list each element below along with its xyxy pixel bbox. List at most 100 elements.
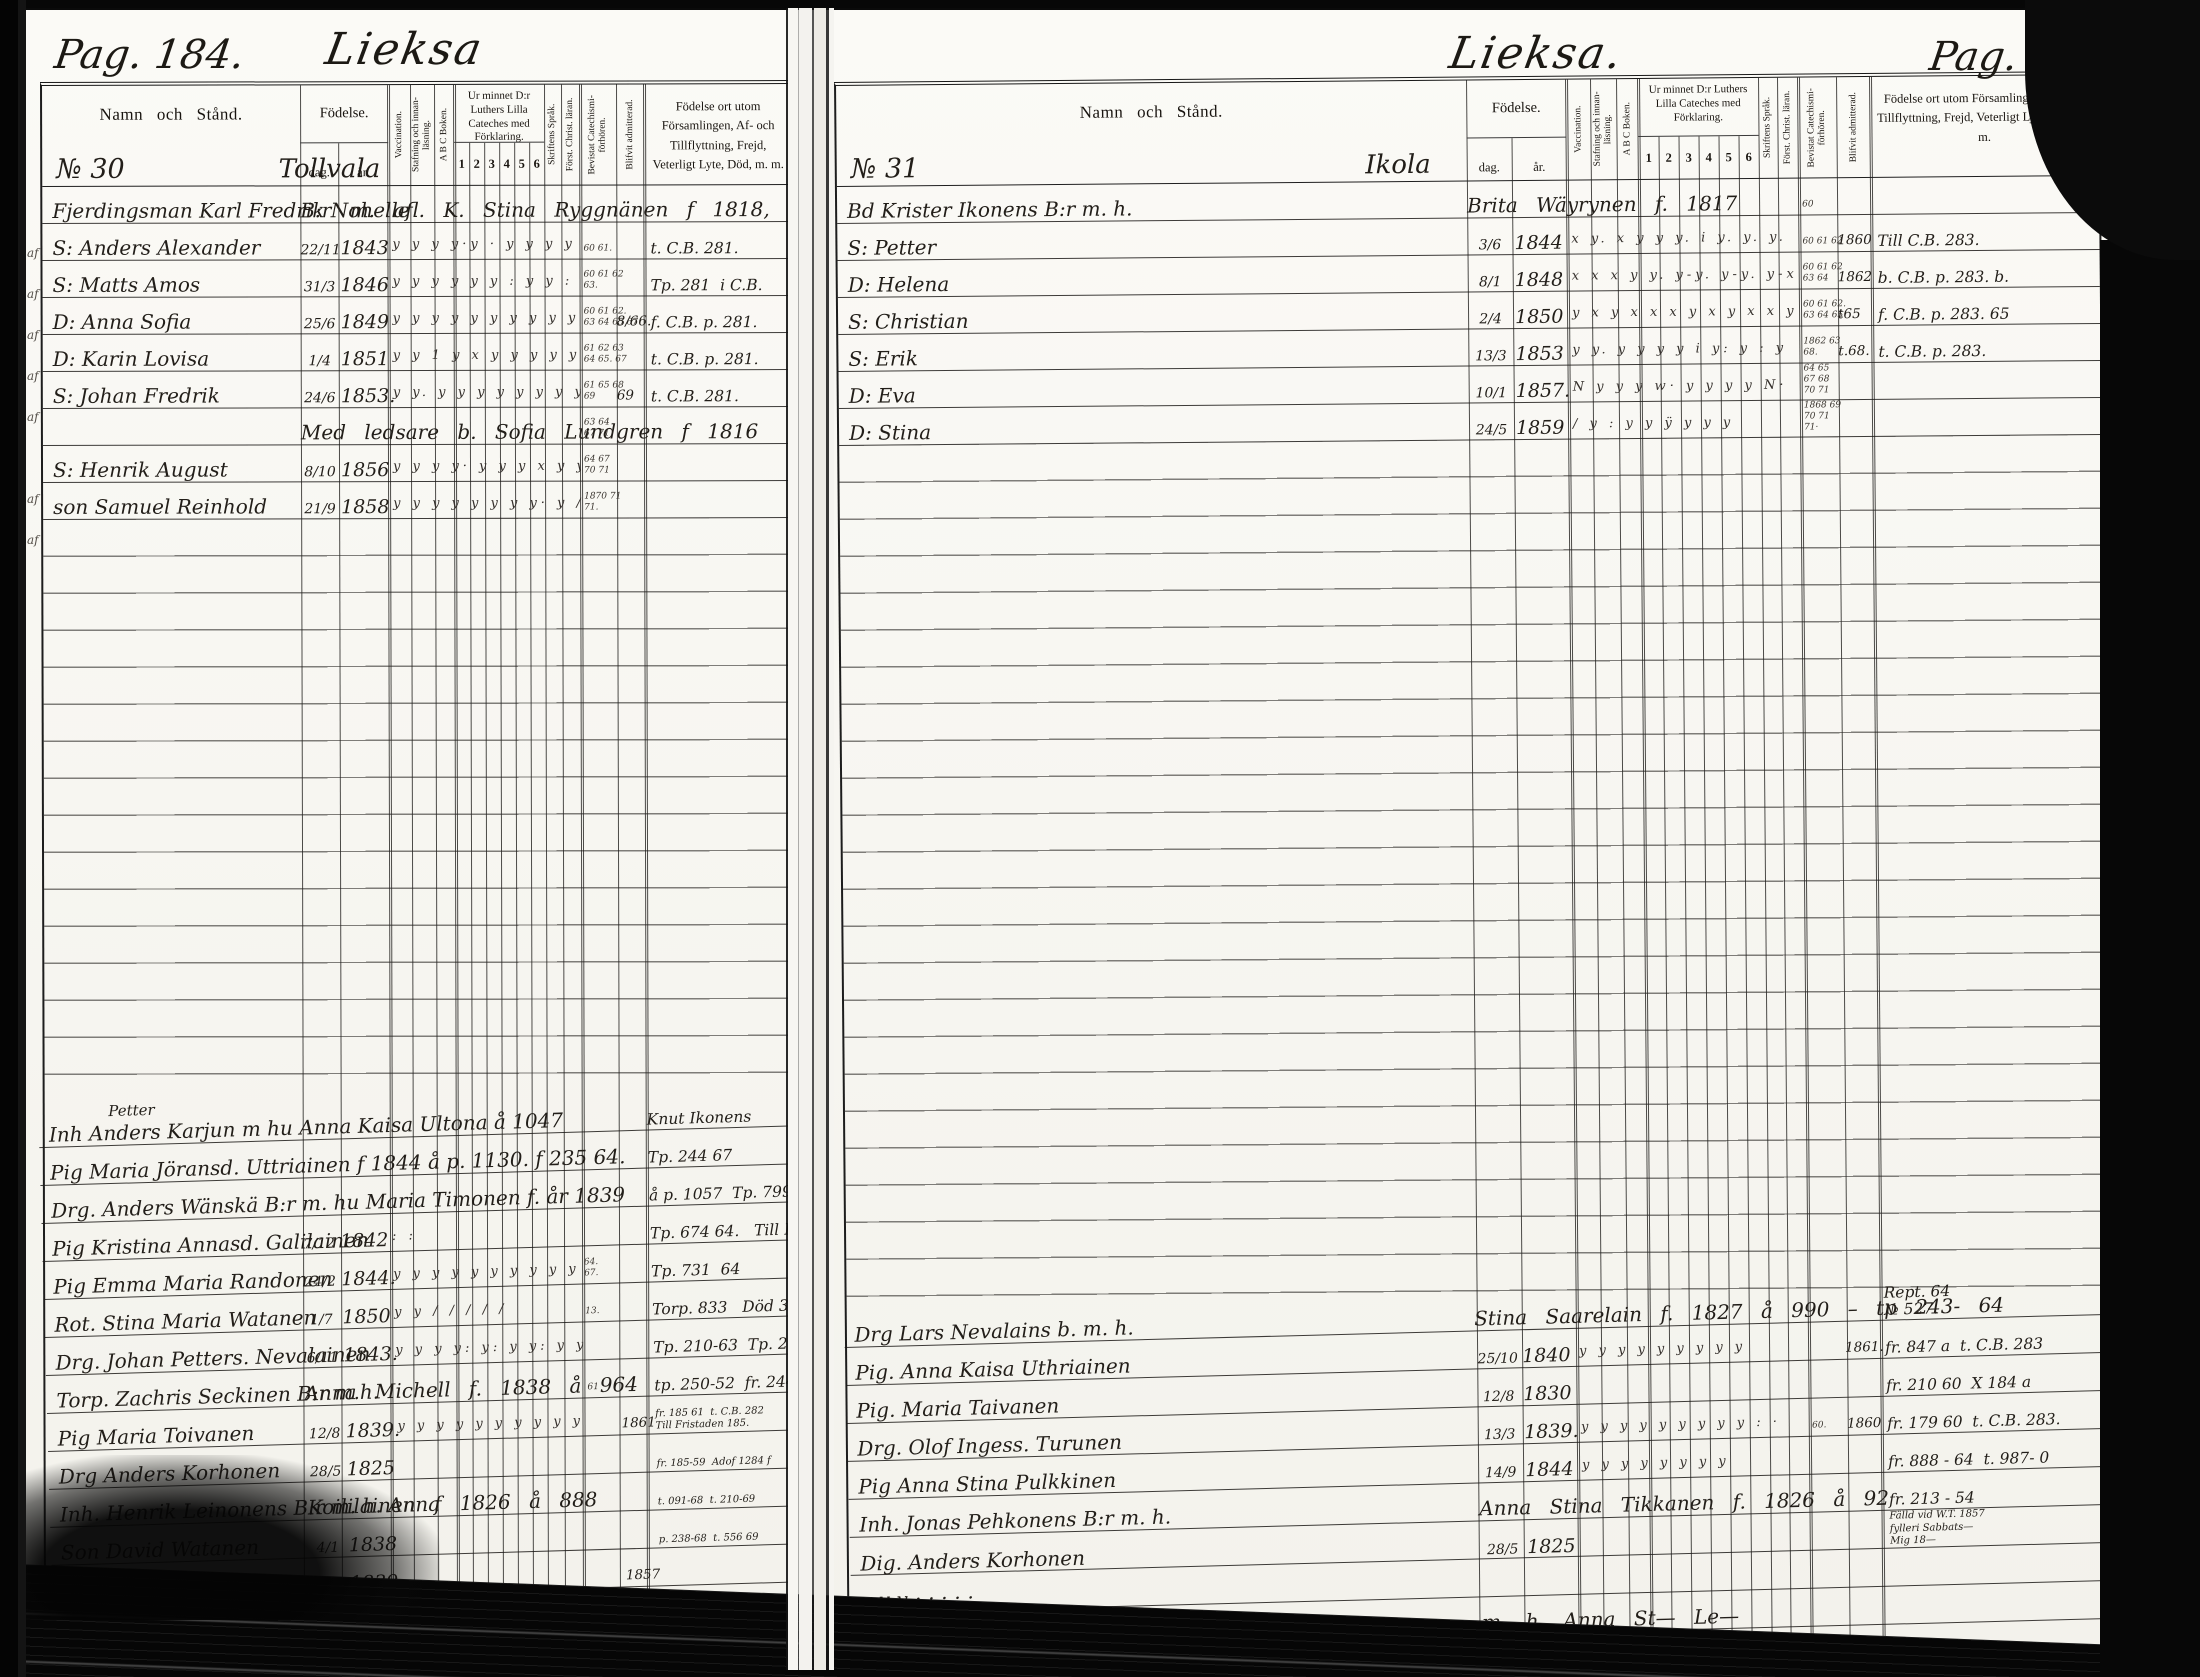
empty-ruled-rows xyxy=(839,434,2109,1310)
note-text: f. C.B. p. 281. xyxy=(650,313,758,332)
header-year: år. xyxy=(1533,159,1546,174)
reading-marks: x y. x y y y. i y. y. y. xyxy=(1571,229,1787,247)
margin-mark: af xyxy=(27,287,39,301)
reading-marks: y y y y·y · y y y y xyxy=(392,236,576,253)
catechism-col-number: 1 xyxy=(1645,150,1652,165)
admitted-value xyxy=(617,366,645,369)
birth-day: 24/5 xyxy=(1475,422,1508,439)
header-admitted: Blifvit admitterad. xyxy=(624,99,635,170)
person-name: S: Erik xyxy=(848,346,919,371)
table-header-right: Namn och Stånd. № 31 Ikola Födelse. dag.… xyxy=(836,74,2099,187)
birth-day: 7/12 xyxy=(303,1235,336,1253)
birth-year: 1857. xyxy=(1515,379,1571,403)
admitted-value: 1861 xyxy=(621,1414,657,1432)
spanning-note: B:r m. afl. K. Stina Ryggnänen f 1818, xyxy=(300,197,770,223)
parish-title-right: Lieksa. xyxy=(1445,28,1628,79)
birth-year: 1858 xyxy=(341,496,390,519)
admitted-value: 69 xyxy=(616,387,635,404)
scan-right-edge xyxy=(2100,240,2200,1677)
header-notes: Födelse ort utom Församlingen, Af- och T… xyxy=(652,99,784,172)
admitted-value xyxy=(617,514,645,517)
person-name: S: Johan Fredrik xyxy=(52,383,220,408)
person-name: S: Matts Amos xyxy=(52,272,201,297)
record-row: S: Anders Alexander 22/11 1843 y y y y·y… xyxy=(42,222,790,261)
header-admitted: Blifvit admitterad. xyxy=(1847,91,1859,163)
spanning-note: Brita Wäyrynen f. 1817 xyxy=(1466,191,1738,218)
margin-mark: af xyxy=(27,369,39,383)
admitted-value: 1860 xyxy=(1837,231,1872,249)
birth-day: 12/8 xyxy=(308,1425,341,1443)
birth-year: 1844 xyxy=(1514,231,1563,255)
margin-marks-left: af af af af af af af xyxy=(27,182,41,551)
book-gutter xyxy=(786,6,834,1670)
note-text: t. C.B. 281. xyxy=(650,239,739,258)
margin-mark: af xyxy=(27,246,39,260)
catechism-col-number: 4 xyxy=(1705,149,1712,164)
catechism-col-number: 2 xyxy=(473,156,480,171)
scan-streak xyxy=(0,1657,2200,1677)
admitted-value xyxy=(1839,396,1873,399)
birth-day: 25/6 xyxy=(303,316,336,333)
attended-years: 60 xyxy=(1802,199,1814,210)
header-birth: Födelse. xyxy=(1466,79,1567,139)
record-row: Med ledsare b. Sofia Lundgren f 1816 63 … xyxy=(42,407,790,446)
header-abc-book: A B C Boken. xyxy=(1621,102,1633,156)
admitted-value: 1862 xyxy=(1837,268,1873,286)
attended-years: 60 61 62 63 64 xyxy=(1802,262,1843,284)
person-name: S: Anders Alexander xyxy=(52,235,261,260)
birth-day: 6/11 xyxy=(306,1349,339,1367)
scan-left-edge xyxy=(0,0,26,1677)
note-text: t. C.B. p. 283. xyxy=(1878,341,1987,361)
birth-day: 8/10 xyxy=(304,464,336,481)
attended-years: 60 61. xyxy=(583,243,613,254)
admitted-value xyxy=(1852,1621,1886,1625)
birth-day: 13/3 xyxy=(1475,348,1507,365)
record-table-left: Namn och Stånd. № 30 Tollvala Födelse. d… xyxy=(38,80,790,1610)
header-day: dag. xyxy=(308,165,330,180)
spanning-note: Med ledsare b. Sofia Lundgren f 1816 xyxy=(300,419,759,445)
birth-day: 1/7 xyxy=(309,1311,333,1329)
birth-day: 8/1 xyxy=(1478,274,1502,291)
note-text: Knut Ikonens xyxy=(646,1107,752,1129)
reading-marks: y y y y y y y y y y y y y y· xyxy=(392,310,581,327)
attended-years: 60. xyxy=(1811,1420,1827,1431)
attended-years: 64 67 70 71 xyxy=(583,454,610,476)
reading-marks: x x x y y. y-y. y-y. y-x y. y xyxy=(1571,266,1800,284)
admitted-value xyxy=(617,292,645,295)
birth-year: 1850 xyxy=(342,1305,391,1329)
header-day: dag. xyxy=(1478,160,1500,175)
note-text: Tp. 674 64. Till Bp. 282. xyxy=(649,1220,790,1243)
attended-years: 60 61 62. 63 64 65 xyxy=(1802,299,1846,321)
attended-years: 60 61 62 63. xyxy=(583,269,624,291)
note-text: fr. 888 - 64 t. 987- 0 xyxy=(1887,1448,2050,1471)
birth-year: 1859 xyxy=(1515,417,1565,440)
reading-marks: y y 1 y x y y y y y 8 y y y: xyxy=(392,347,581,364)
person-name: D: Stina xyxy=(848,420,932,446)
admitted-value xyxy=(617,477,645,480)
header-vaccination: Vaccination. xyxy=(393,111,404,159)
birth-day: 13/3 xyxy=(1483,1426,1516,1444)
note-text: Till C.B. 283. xyxy=(1877,231,1980,250)
birth-day: 12/8 xyxy=(1482,1388,1515,1406)
person-name: D: Eva xyxy=(848,383,916,409)
person-name: son Samuel Reinhold xyxy=(53,494,268,519)
attended-years: 60 61 62 xyxy=(1802,236,1843,247)
margin-mark: af xyxy=(27,410,39,424)
scan-top-edge xyxy=(0,0,2200,8)
attended-years xyxy=(1814,1621,1852,1626)
header-name: Namn och Stånd. xyxy=(99,104,243,124)
header-attended: Bevistat Catechismi-förhören. xyxy=(587,94,609,175)
record-row: S: Matts Amos 31/3 1846 y y y y y y : y … xyxy=(42,259,790,298)
note-text: Torp. 833 Död 30/8 67. xyxy=(651,1295,790,1319)
attended-years: 61 65 68 69 xyxy=(583,380,624,402)
person-name: D: Anna Sofia xyxy=(52,309,192,334)
household-number: № 31 xyxy=(850,153,920,185)
header-name: Namn och Stånd. xyxy=(1079,101,1223,122)
birth-year: 1846 xyxy=(340,274,389,297)
header-birth: Födelse. xyxy=(300,85,389,144)
note-text: fr. 179 60 t. C.B. 283. xyxy=(1886,1410,2061,1433)
header-spelling: Stafning och innan-läsning. xyxy=(1592,91,1614,167)
person-name: Bd Krister Ikonens B:r m. h. xyxy=(847,196,1133,223)
catechism-col-number: 3 xyxy=(1685,150,1692,165)
